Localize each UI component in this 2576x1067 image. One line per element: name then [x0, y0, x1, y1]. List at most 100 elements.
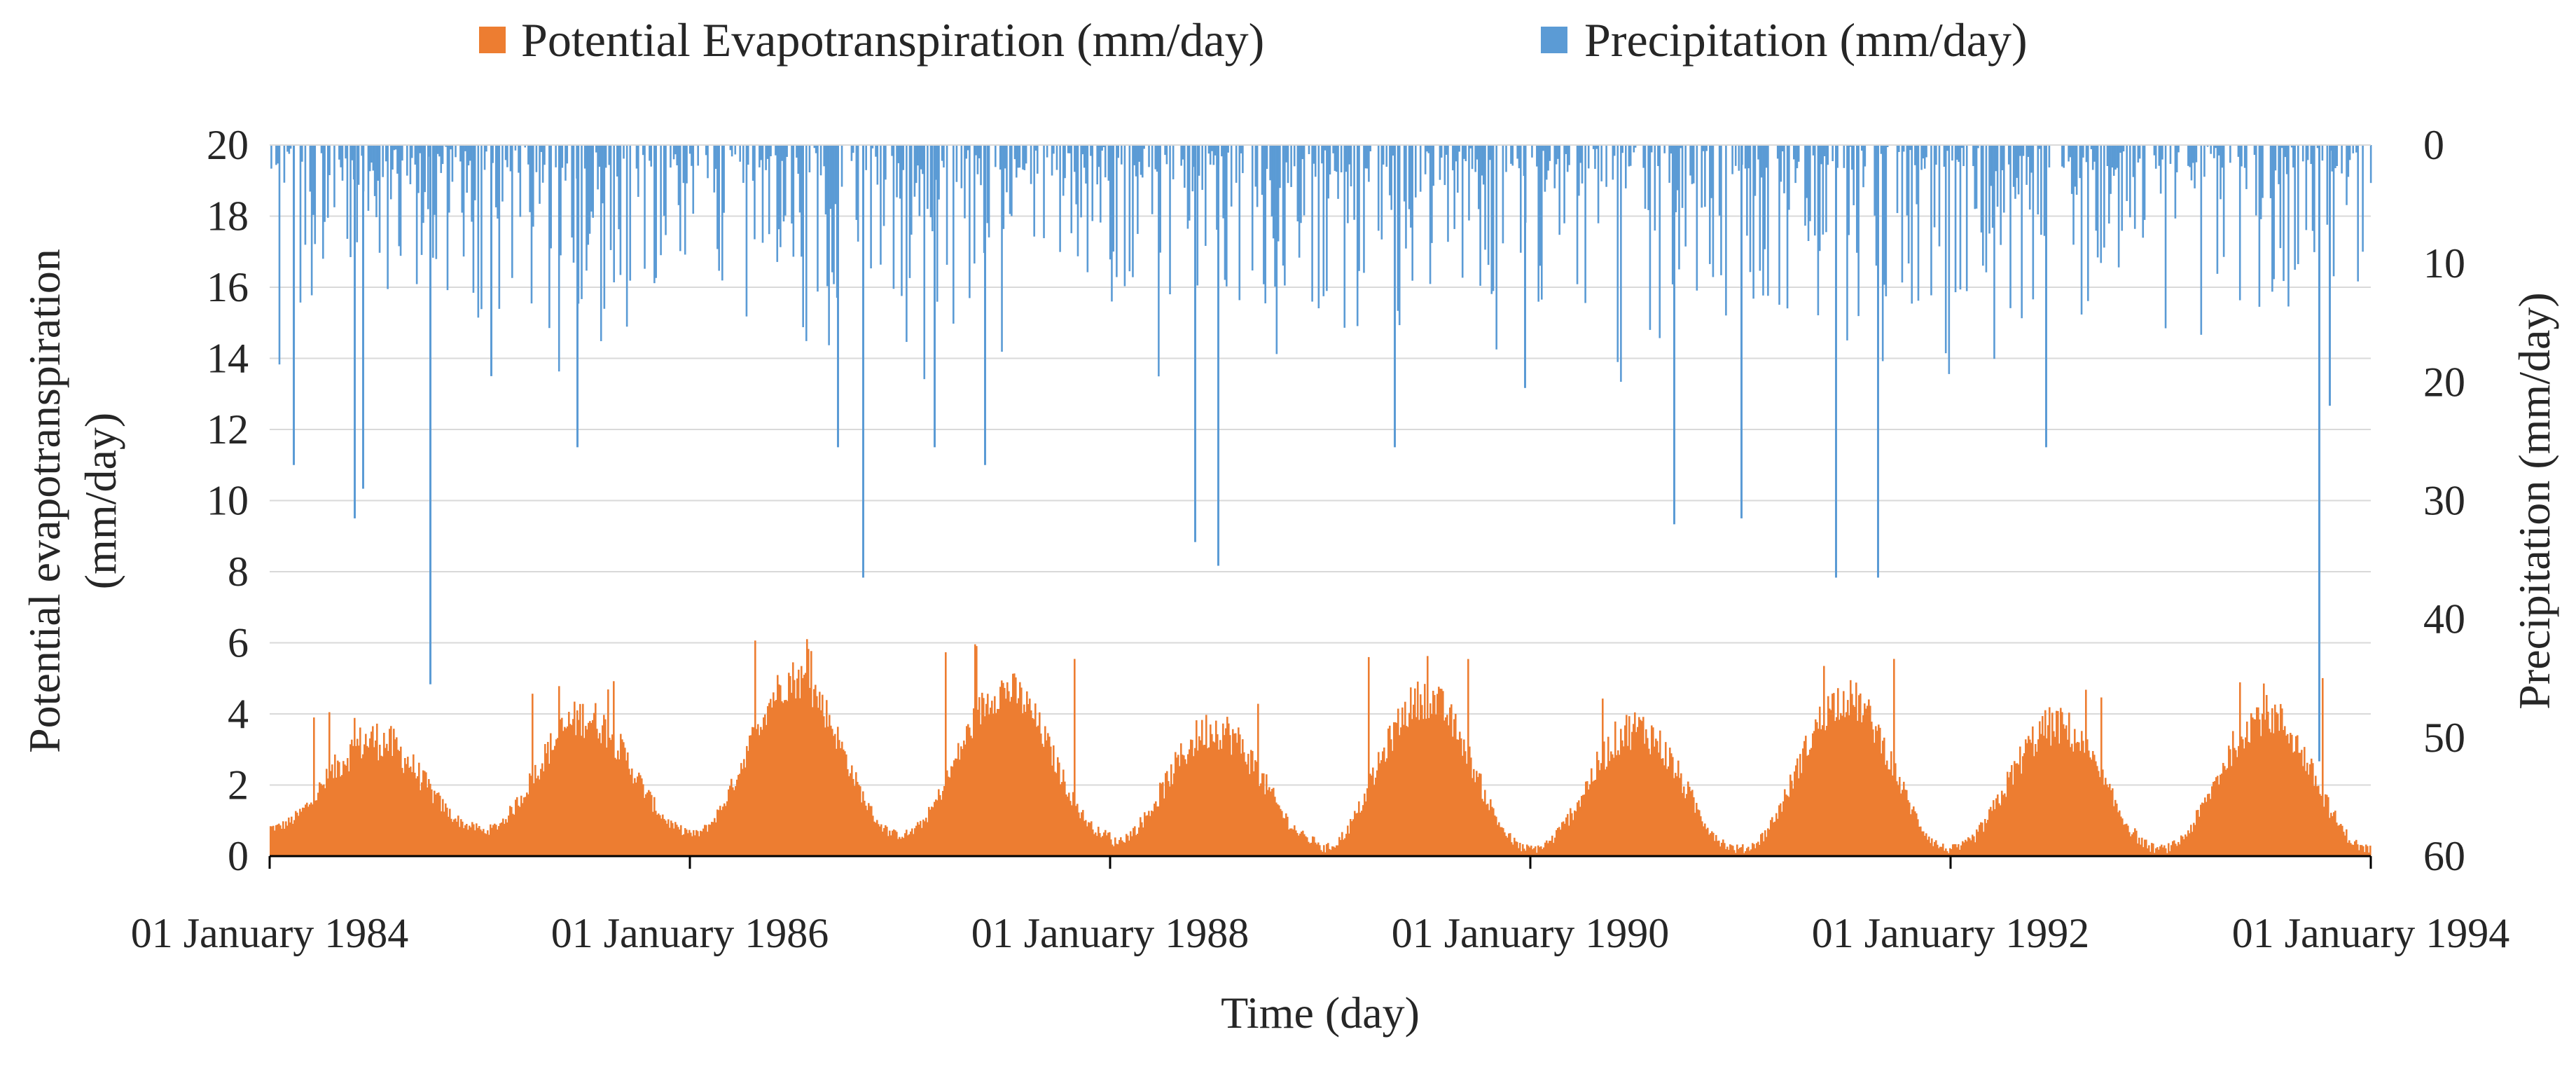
pet-bar — [904, 833, 906, 856]
pet-bar — [2022, 756, 2024, 856]
pet-bar — [1232, 729, 1234, 856]
pet-bar — [579, 703, 581, 856]
pet-bar — [1803, 741, 1806, 856]
pet-bar — [1057, 757, 1059, 856]
pet-bar — [1589, 784, 1591, 856]
precipitation-bar — [310, 145, 313, 296]
precipitation-bar — [1702, 145, 1705, 151]
pet-bar — [1535, 846, 1537, 856]
precipitation-bar — [1738, 145, 1740, 171]
pet-bar — [487, 830, 489, 856]
pet-bar — [1215, 720, 1217, 856]
pet-bar — [728, 789, 730, 856]
pet-bar — [422, 770, 424, 856]
precipitation-bar — [1117, 145, 1119, 158]
pet-bar — [1117, 844, 1119, 856]
pet-bar — [2198, 816, 2201, 856]
pet-bar — [704, 825, 706, 856]
pet-bar — [337, 760, 339, 856]
pet-bar — [1967, 837, 1969, 856]
pet-bar — [822, 694, 824, 856]
pet-bar — [1085, 820, 1087, 856]
pet-bar — [383, 732, 385, 856]
pet-bar — [672, 822, 674, 856]
precipitation-bar — [682, 145, 685, 184]
pet-bar — [1470, 757, 1472, 856]
pet-bar — [908, 834, 910, 856]
precipitation-bar — [2213, 145, 2215, 158]
pet-bar — [2039, 721, 2041, 856]
precipitation-bar — [1812, 145, 1815, 156]
precipitation-bar — [837, 145, 839, 448]
pet-bar — [407, 757, 409, 856]
pet-bar — [279, 825, 282, 856]
pet-bar — [312, 804, 314, 856]
pet-bar — [1407, 727, 1409, 856]
pet-bar — [2123, 825, 2125, 856]
precipitation-bar — [1898, 145, 1900, 152]
precipitation-bar — [604, 145, 607, 168]
pet-bar — [2278, 731, 2280, 856]
pet-bar — [1282, 818, 1284, 856]
pet-bar — [1093, 834, 1095, 856]
pet-bar — [950, 766, 953, 856]
precipitation-bar — [1356, 145, 1359, 326]
pet-bar — [1682, 792, 1684, 856]
pet-bar — [1400, 727, 1402, 856]
pet-bar — [1067, 797, 1069, 856]
pet-bar — [945, 652, 947, 856]
pet-bar — [1326, 844, 1328, 856]
pet-bar — [1303, 834, 1306, 856]
precipitation-bar — [1415, 145, 1417, 198]
precipitation-bar — [1883, 145, 1885, 285]
pet-bar — [2271, 708, 2273, 856]
pet-bar — [2015, 763, 2017, 856]
pet-bar — [637, 776, 639, 856]
pet-bar — [502, 818, 504, 856]
precipitation-bar — [2321, 145, 2324, 161]
precipitation-bar — [1982, 145, 1984, 266]
pet-bar — [2021, 773, 2023, 856]
pet-bar — [1403, 724, 1405, 856]
right-axis-title: Precipitation (mm/day) — [2509, 292, 2559, 709]
pet-bar — [1788, 797, 1790, 856]
precipitation-bar — [2241, 145, 2243, 167]
right-tick-label: 0 — [2423, 122, 2444, 168]
pet-bar — [1801, 773, 1803, 856]
precipitation-bar — [2126, 145, 2128, 201]
right-tick-label: 20 — [2423, 359, 2465, 405]
pet-bar — [1140, 817, 1142, 856]
pet-bar — [747, 750, 749, 856]
precipitation-bar — [2117, 145, 2120, 268]
pet-bar — [1581, 796, 1583, 856]
pet-bar — [285, 821, 287, 856]
pet-bar — [1990, 806, 1992, 856]
pet-bar — [843, 749, 845, 856]
pet-bar — [775, 700, 777, 856]
pet-bar — [1554, 837, 1556, 856]
precipitation-bar — [477, 145, 480, 318]
pet-bar — [691, 836, 693, 856]
precipitation-bar — [1579, 145, 1581, 163]
pet-bar — [1060, 784, 1062, 856]
pet-bar — [2135, 830, 2138, 856]
pet-bar — [808, 649, 810, 856]
precipitation-bar — [1993, 145, 1995, 359]
precipitation-bar — [761, 145, 764, 243]
pet-bar — [1027, 704, 1030, 856]
precipitation-bar — [2305, 145, 2308, 230]
pet-bar — [1974, 842, 1976, 856]
pet-bar — [1986, 822, 1988, 856]
pet-bar — [1612, 754, 1614, 856]
precipitation-bar — [2100, 145, 2103, 263]
pet-bar — [1355, 813, 1357, 856]
precipitation-bar — [1314, 145, 1317, 177]
precipitation-bar — [2357, 145, 2359, 282]
pet-bar — [2280, 703, 2282, 856]
x-tick-label: 01 January 1984 — [131, 910, 409, 956]
pet-bar — [1158, 806, 1160, 856]
pet-bar — [1516, 841, 1518, 856]
precipitation-bar — [1767, 145, 1769, 296]
precipitation-bar — [1230, 145, 1233, 207]
pet-bar — [1107, 832, 1109, 856]
